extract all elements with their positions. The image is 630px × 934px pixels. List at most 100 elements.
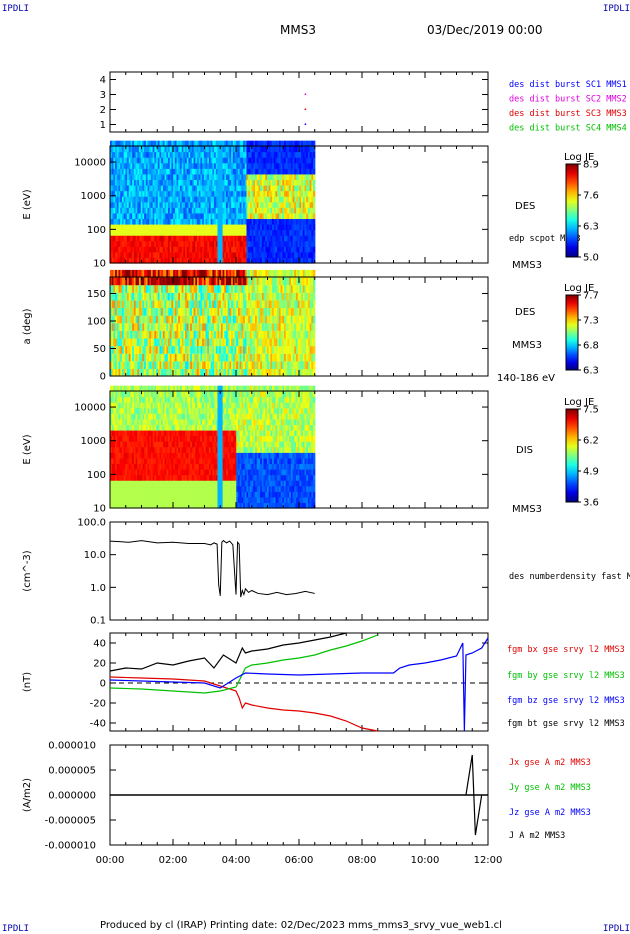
spectrogram-cell [227,285,231,293]
spectrogram-cell [118,257,121,264]
spectrogram-cell [133,452,137,459]
spectrogram-cell [144,246,147,253]
spectrogram-cell [248,218,251,225]
spectrogram-cell [171,201,174,208]
spectrogram-cell [127,240,130,247]
spectrogram-cell [270,246,273,253]
spectrogram-cell [248,252,251,259]
spectrogram-cell [214,323,217,331]
spectrogram-cell [243,207,246,214]
spectrogram-cell [161,196,164,203]
spectrogram-cell [186,146,190,153]
spectrogram-cell [248,157,251,164]
spectrogram-cell [127,396,130,403]
spectrogram-cell [248,190,251,197]
spectrogram-cell [304,196,307,203]
spectrogram-cell [311,229,314,236]
spectrogram-cell [173,174,176,181]
spectrogram-cell [139,458,142,465]
spectrogram-cell [116,168,120,175]
spectrogram-cell [277,168,280,175]
spectrogram-cell [116,391,120,398]
spectrogram-cell [260,269,263,278]
spectrogram-cell [156,338,159,347]
spectrogram-cell [311,224,314,231]
spectrogram-cell [313,235,316,242]
spectrogram-cell [200,330,203,339]
spectrogram-cell [304,179,307,186]
spectrogram-cell [195,196,198,203]
spectrogram-cell [205,174,208,181]
spectrogram-cell [280,168,283,175]
spectrogram-cell [258,140,261,147]
spectrogram-cell [195,338,198,347]
spectrogram-cell [133,277,137,286]
spectrogram-cell [191,140,195,147]
spectrogram-cell [202,361,205,369]
spectrogram-cell [193,269,196,278]
spectrogram-cell [185,368,188,377]
spectrogram-cell [232,346,236,354]
spectrogram-cell [258,353,261,362]
spectrogram-cell [123,474,126,481]
spectrogram-cell [302,185,306,192]
spectrogram-cell [273,151,277,158]
spectrogram-cell [159,224,162,231]
spectrogram-cell [249,162,253,169]
spectrogram-cell [166,323,169,331]
spectrogram-cell [285,196,289,203]
spectrogram-cell [268,185,271,192]
spectrogram-cell [258,285,261,293]
spectrogram-cell [289,201,292,208]
spectrogram-cell [157,196,161,203]
spectrogram-cell [301,285,304,293]
spectrogram-cell [185,346,188,354]
spectrogram-cell [152,346,155,354]
spectrogram-cell [149,235,152,242]
spectrogram-cell [197,361,200,369]
spectrogram-cell [215,168,219,175]
spectrogram-cell [260,246,263,253]
spectrogram-cell [307,315,311,324]
spectrogram-cell [111,330,115,339]
spectrogram-cell [139,480,142,487]
spectrogram-cell [241,146,244,153]
spectrogram-cell [157,235,161,242]
spectrogram-cell [132,480,135,487]
spectrogram-cell [123,300,126,309]
spectrogram-cell [302,353,306,362]
spectrogram-cell [183,213,186,220]
spectrogram-cell [133,323,137,331]
spectrogram-cell [179,196,183,203]
spectrogram-cell [121,323,125,331]
spectrogram-cell [185,146,188,153]
spectrogram-cell [309,353,312,362]
spectrogram-cell [168,140,171,147]
spectrogram-cell [181,140,184,147]
spectrogram-cell [265,151,268,158]
spectrogram-cell [135,502,138,509]
spectrogram-cell [285,168,289,175]
spectrogram-cell [253,151,256,158]
spectrogram-cell [174,190,178,197]
spectrogram-cell [142,308,145,316]
spectrogram-cell [191,323,195,331]
spectrogram-cell [275,229,278,236]
spectrogram-cell [111,385,115,392]
spectrogram-cell [215,140,219,147]
spectrogram-cell [110,201,113,208]
spectrogram-cell [149,323,152,331]
spectrogram-cell [265,185,268,192]
spectrogram-cell [127,285,130,293]
spectrogram-cell [265,240,268,247]
spectrogram-cell [297,196,300,203]
spectrogram-cell [121,413,125,420]
spectrogram-cell [229,185,232,192]
spectrogram-cell [121,446,125,453]
spectrogram-cell [133,502,137,509]
spectrogram-cell [309,269,312,278]
spectrogram-cell [241,218,244,225]
spectrogram-cell [121,452,125,459]
spectrogram-cell [137,402,140,409]
spectrogram-cell [295,201,299,208]
